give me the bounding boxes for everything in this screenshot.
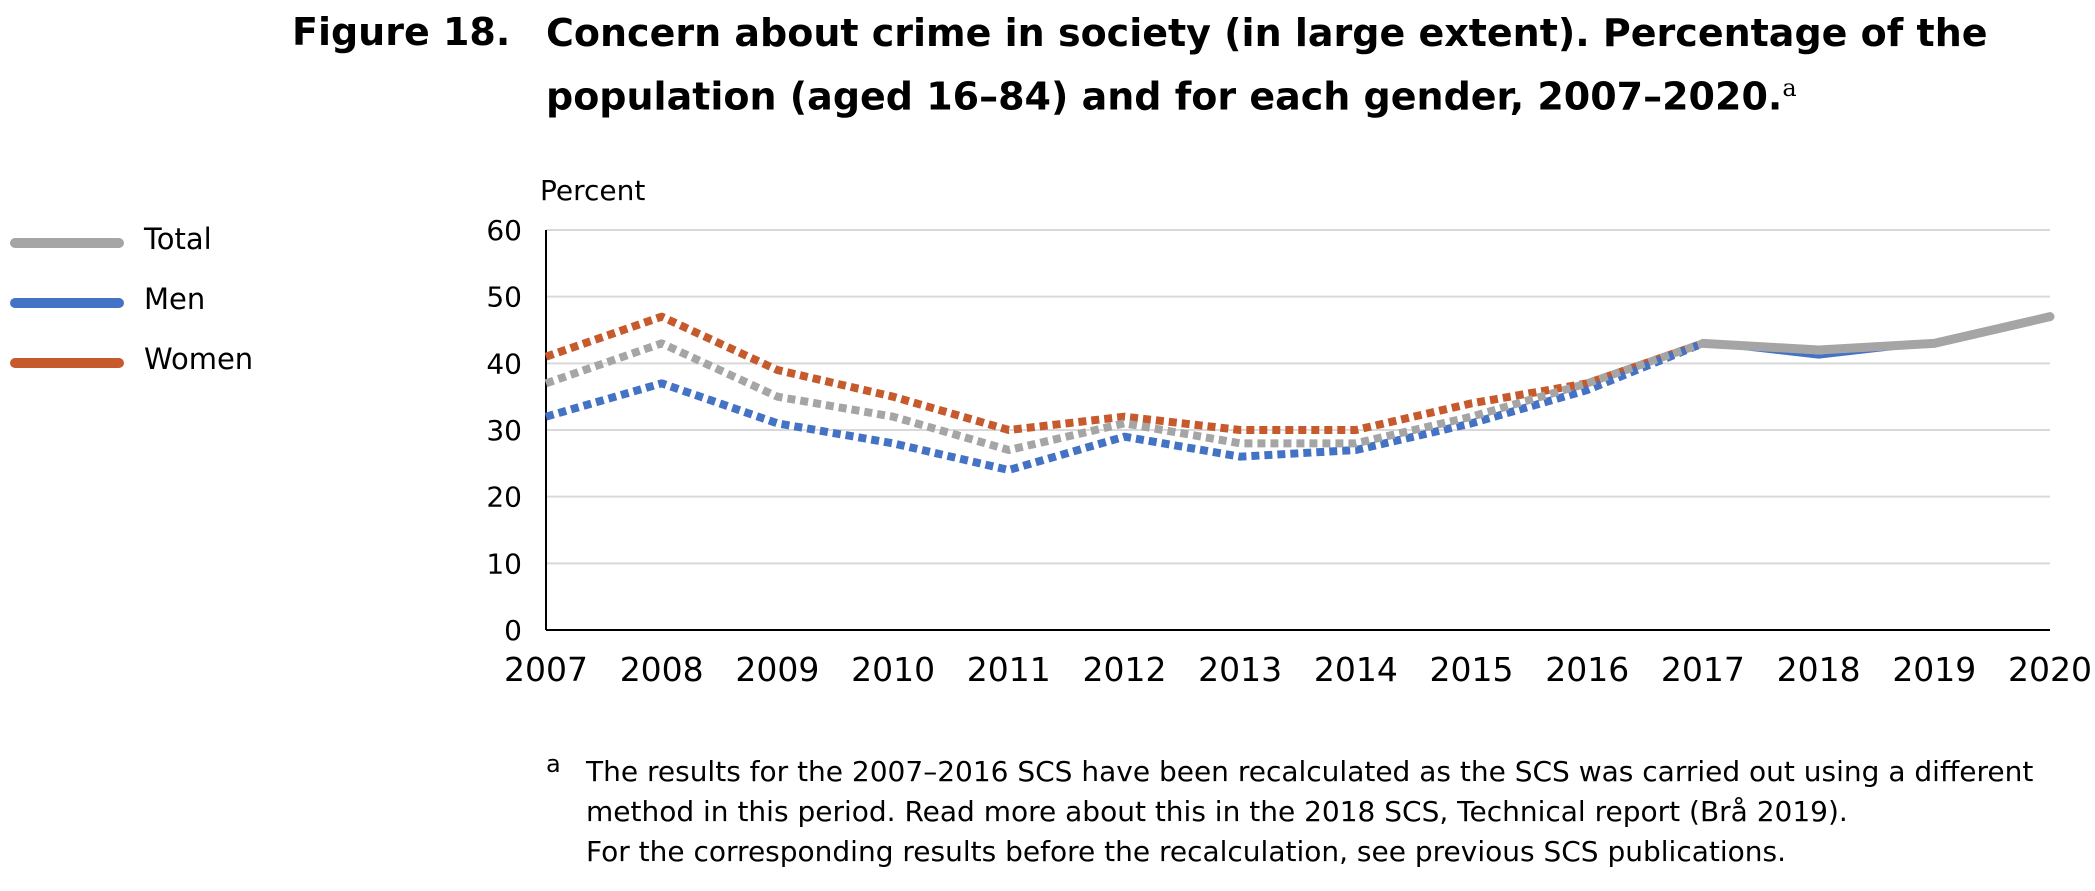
series-line-total xyxy=(1698,312,2055,355)
figure-title-text: Concern about crime in society (in large… xyxy=(546,11,1988,119)
x-tick-label: 2020 xyxy=(2008,650,2092,689)
series-line-men-recalculated xyxy=(544,339,1705,474)
legend-swatch-women xyxy=(10,358,124,368)
x-tick-label: 2011 xyxy=(967,650,1051,689)
y-tick-label: 0 xyxy=(504,614,522,647)
x-tick-label: 2018 xyxy=(1777,650,1861,689)
y-tick-label: 50 xyxy=(486,281,522,314)
series-line-women-recalculated xyxy=(544,312,1705,434)
y-axis-label: Percent xyxy=(540,174,645,207)
x-tick-label: 2016 xyxy=(1545,650,1629,689)
y-tick-label: 40 xyxy=(486,347,522,380)
y-tick-label: 60 xyxy=(486,214,522,247)
figure-title-note-mark: a xyxy=(1782,74,1797,102)
footnote-line: For the corresponding results before the… xyxy=(586,835,1786,868)
x-tick-label: 2009 xyxy=(735,650,819,689)
footnote-line: method in this period. Read more about t… xyxy=(586,795,1848,828)
figure-number: Figure 18. xyxy=(292,10,511,54)
x-tick-label: 2012 xyxy=(1082,650,1166,689)
legend-label-women: Women xyxy=(144,342,254,376)
x-tick-label: 2014 xyxy=(1314,650,1398,689)
legend-label-total: Total xyxy=(144,222,212,256)
x-tick-label: 2008 xyxy=(620,650,704,689)
footnote-line: The results for the 2007–2016 SCS have b… xyxy=(586,755,2034,788)
x-tick-label: 2010 xyxy=(851,650,935,689)
legend-swatch-total xyxy=(10,238,124,248)
x-tick-label: 2019 xyxy=(1892,650,1976,689)
footnote-text: The results for the 2007–2016 SCS have b… xyxy=(586,752,2086,872)
legend-swatch-men xyxy=(10,298,124,308)
legend-label-men: Men xyxy=(144,282,206,316)
x-tick-label: 2013 xyxy=(1198,650,1282,689)
footnote-mark: a xyxy=(546,750,561,778)
x-tick-label: 2015 xyxy=(1430,650,1514,689)
line-chart: 0 10 20 30 40 50 60 Percent 2007 2008 2009 2010 2011… xyxy=(486,174,2092,689)
y-tick-label: 20 xyxy=(486,481,522,514)
x-tick-label: 2017 xyxy=(1661,650,1745,689)
x-tick-label: 2007 xyxy=(504,650,588,689)
figure-title: Concern about crime in society (in large… xyxy=(546,6,2046,125)
y-tick-label: 10 xyxy=(486,547,522,580)
y-tick-label: 30 xyxy=(486,414,522,447)
